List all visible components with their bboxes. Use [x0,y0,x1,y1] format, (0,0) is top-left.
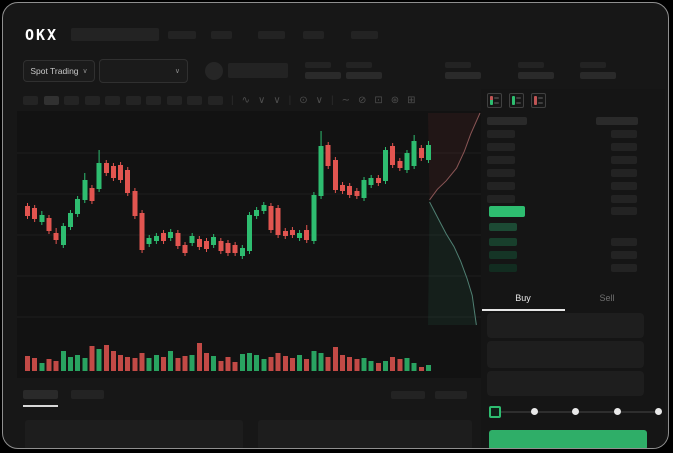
order-form-tabs: Buy Sell [481,285,649,311]
stat-label-placeholder [518,62,544,68]
stat-value-placeholder [445,72,481,79]
slider-stop-75[interactable] [614,408,621,415]
orderbook-asks-icon[interactable] [531,93,546,108]
amount-input-placeholder[interactable] [487,341,644,368]
nav-item-placeholder[interactable] [258,31,285,39]
market-title-placeholder [71,28,159,41]
slider-stop-0[interactable] [489,406,501,418]
nav-item-placeholder[interactable] [351,31,378,39]
ob-header-placeholder [487,117,527,125]
tab-sell[interactable]: Sell [599,293,615,303]
nav-item-placeholder[interactable] [211,31,232,39]
divider: | [231,95,234,106]
ask-row[interactable] [611,182,637,190]
ask-row[interactable] [611,169,637,177]
ask-row[interactable] [487,169,515,177]
stat-label-placeholder [346,62,372,68]
divider: | [288,95,292,106]
bottom-tab-underline [23,405,58,407]
chevron-down-icon[interactable]: ∨ [273,95,281,106]
bid-row[interactable] [489,238,517,246]
chevron-down-icon[interactable]: ∨ [315,95,323,106]
timeframe-button[interactable] [64,96,79,105]
amount-slider[interactable] [489,406,662,418]
timeframe-button[interactable] [23,96,38,105]
ask-row[interactable] [487,156,515,164]
ask-row[interactable] [611,143,637,151]
timeframe-button[interactable] [187,96,202,105]
stat-label-placeholder [580,62,606,68]
ask-row[interactable] [611,156,637,164]
chevron-down-icon: ∨ [82,68,88,75]
ask-row[interactable] [487,130,515,138]
trade-side-panel: Buy Sell [481,89,665,448]
timeframe-button[interactable] [84,96,100,105]
candlestick-chart[interactable] [17,111,483,378]
market-type-dropdown[interactable]: Spot Trading ∨ [23,60,95,82]
orders-table-placeholder [25,420,243,448]
orderbook-split-icon[interactable] [487,93,502,108]
history-table-placeholder [258,420,472,448]
price-input-placeholder[interactable] [487,313,644,338]
market-type-label: Spot Trading [30,66,79,76]
nav-item-placeholder[interactable] [168,31,196,39]
stat-value-placeholder [580,72,616,79]
chevron-down-icon[interactable]: ∨ [258,95,266,106]
screenshot-icon[interactable]: ⊡ [374,95,383,106]
bid-row[interactable] [611,207,637,215]
app-window: OKX Spot Trading ∨ ∨ | ∿ ∨ ∨ | ⊙ ∨ | ∼ ⊘ ⊡ ⊛ ⊞ [2,2,669,449]
bid-row[interactable] [489,251,517,259]
stat-label-placeholder [305,62,331,68]
divider: | [330,95,334,106]
stat-value-placeholder [518,72,554,79]
orderbook-layout-toggles [487,93,546,108]
ask-row[interactable] [487,143,515,151]
tab-buy-underline [482,309,565,311]
timeframe-button[interactable] [105,96,120,105]
bid-row[interactable] [611,264,637,272]
slider-stop-100[interactable] [655,408,662,415]
chart-toolbar-icons: | ∿ ∨ ∨ | ⊙ ∨ | ∼ ⊘ ⊡ ⊛ ⊞ [231,94,416,108]
ask-row[interactable] [487,182,515,190]
chevron-down-icon: ∨ [174,68,180,75]
timeframe-button[interactable] [146,96,161,105]
pair-name-placeholder [228,63,288,78]
indicators-icon[interactable]: ∿ [241,95,250,106]
settings-icon[interactable]: ⊛ [390,95,400,106]
orderbook-bids-icon[interactable] [509,93,524,108]
stat-value-placeholder [346,72,382,79]
stat-value-placeholder [305,72,341,79]
bid-row[interactable] [489,264,517,272]
coin-avatar[interactable] [205,62,223,80]
bottom-action-placeholder[interactable] [435,391,467,399]
timeframe-button[interactable] [43,96,59,105]
slider-stop-50[interactable] [572,408,579,415]
timeframe-button[interactable] [166,96,182,105]
last-price-badge[interactable] [489,206,525,217]
draw-tool-icon[interactable]: ⊘ [357,95,367,106]
stat-label-placeholder [445,62,471,68]
fullscreen-icon[interactable]: ⊞ [407,95,416,106]
bottom-action-placeholder[interactable] [391,391,425,399]
slider-stop-25[interactable] [531,408,538,415]
ask-row[interactable] [487,195,515,203]
total-input-placeholder[interactable] [487,371,644,396]
buy-button[interactable] [489,430,647,448]
bid-row[interactable] [611,251,637,259]
bottom-tab-placeholder[interactable] [71,390,104,399]
bottom-tab-active-placeholder[interactable] [23,390,58,399]
overlay-icon[interactable]: ⊙ [299,95,308,106]
bid-row[interactable] [489,223,517,231]
okx-logo: OKX [25,26,59,44]
nav-item-placeholder[interactable] [303,31,324,39]
ask-row[interactable] [611,130,637,138]
timeframe-button[interactable] [125,96,141,105]
timeframe-button[interactable] [207,96,223,105]
bid-row[interactable] [611,238,637,246]
ask-row[interactable] [611,195,637,203]
ob-header-placeholder [596,117,638,125]
pair-dropdown[interactable]: ∨ [99,59,188,83]
tab-buy[interactable]: Buy [515,293,531,303]
line-tool-icon[interactable]: ∼ [341,95,350,106]
